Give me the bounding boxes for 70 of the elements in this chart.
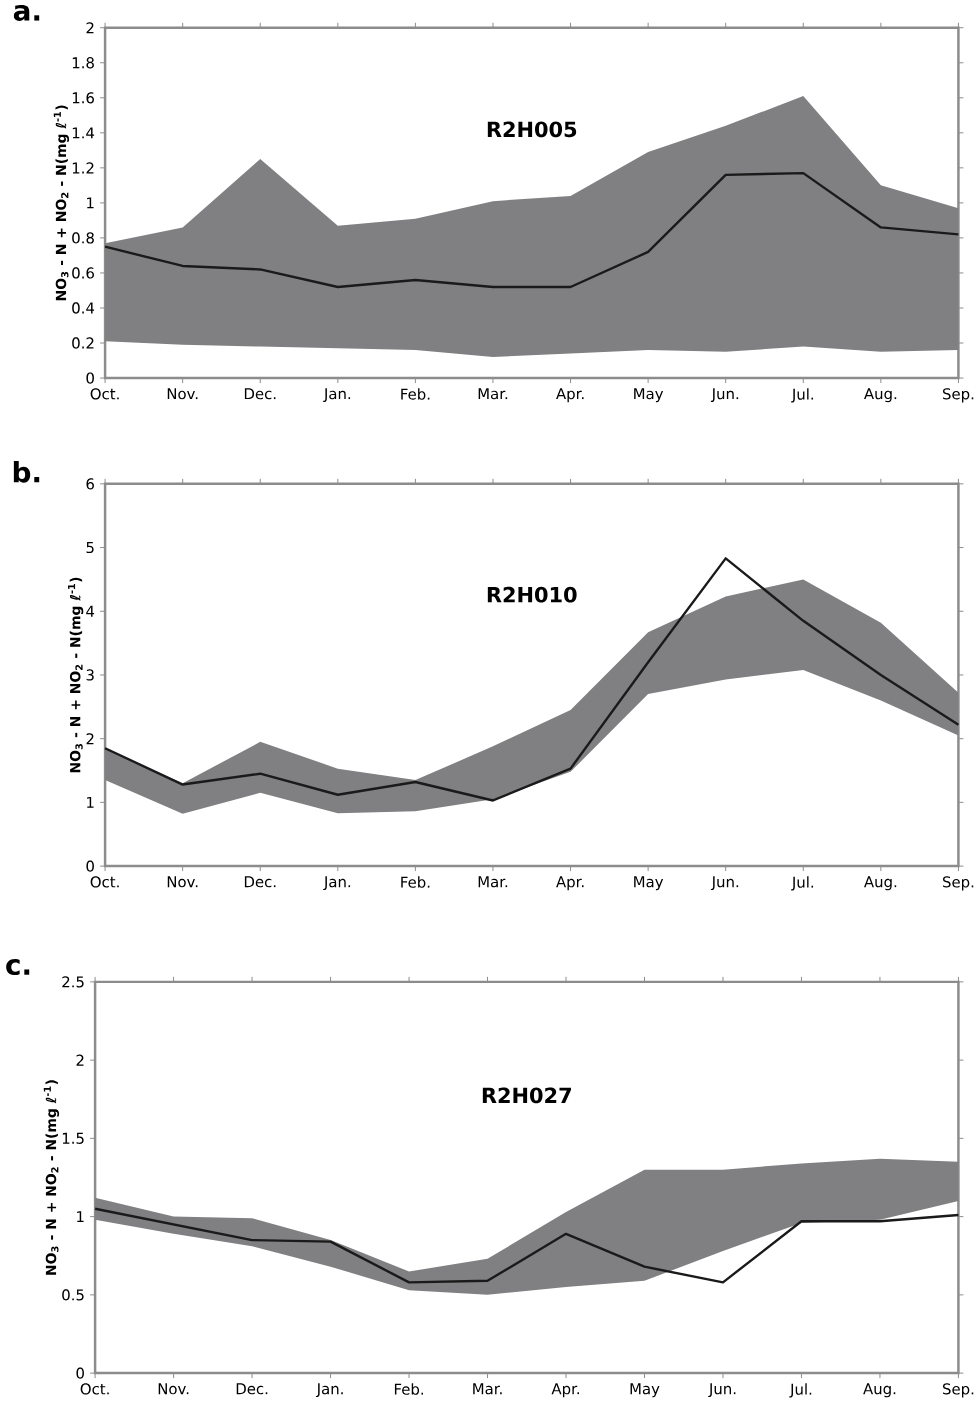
y-axis-title: NO$_{3}$ - N + NO$_{2}$ - N(mg ℓ$^{-1}$)	[43, 1080, 59, 1275]
x-tick-label: Mar.	[478, 388, 507, 400]
chart-title: b.	[13, 461, 40, 483]
y-tick-label: 1.5	[62, 1132, 84, 1144]
y-tick-label: 1	[86, 197, 94, 209]
y-tick-label: 0.5	[62, 1289, 84, 1301]
x-tick-label: Oct.	[90, 876, 119, 888]
x-tick-label: Apr.	[555, 876, 584, 891]
x-tick-label: Jun.	[710, 876, 738, 891]
y-tick-label: 0.6	[72, 267, 94, 279]
x-tick-label: Jan.	[315, 1383, 343, 1398]
y-tick-label: 2	[86, 733, 94, 745]
x-tick-label: Aug.	[863, 876, 897, 891]
y-tick-label: 0	[86, 860, 94, 872]
x-tick-label: Nov.	[167, 388, 198, 400]
annotation: R2H010	[487, 586, 577, 603]
x-tick-label: Jul.	[790, 876, 813, 891]
y-tick-label: 1	[76, 1211, 84, 1223]
annotation: R2H005	[487, 121, 576, 138]
y-tick-label: 3	[86, 669, 94, 681]
x-tick-label: Jan.	[323, 388, 350, 403]
x-tick-label: Feb.	[394, 1383, 423, 1395]
y-tick-label: 1	[86, 796, 94, 808]
annotation: R2H027	[482, 1087, 571, 1104]
y-tick-label: 1.8	[72, 57, 94, 69]
y-tick-label: 0.2	[72, 337, 94, 349]
y-tick-label: 0	[86, 372, 94, 384]
x-tick-label: May	[634, 876, 663, 891]
y-tick-label: 0	[76, 1367, 84, 1379]
x-tick-label: Jul.	[789, 1383, 812, 1398]
x-tick-label: Sep.	[942, 876, 974, 891]
x-tick-label: May	[634, 388, 663, 403]
y-tick-label: 0.4	[72, 302, 94, 314]
chart-title: c.	[6, 959, 30, 976]
x-tick-label: Nov.	[167, 876, 198, 888]
x-tick-label: Mar.	[473, 1383, 502, 1395]
y-axis-title: NO$_{3}$ - N + NO$_{2}$ - N(mg ℓ$^{-1}$)	[67, 577, 84, 773]
line-series	[103, 171, 960, 289]
y-tick-label: 2	[86, 22, 94, 34]
y-tick-label: 0.8	[72, 232, 94, 244]
y-tick-label: 1.2	[72, 162, 94, 174]
x-tick-label: May	[630, 1383, 660, 1398]
x-tick-label: Sep.	[942, 1383, 974, 1398]
x-tick-label: Jun.	[708, 1383, 736, 1398]
x-tick-label: Feb.	[401, 876, 430, 888]
y-tick-label: 4	[86, 605, 94, 617]
x-tick-label: Nov.	[158, 1383, 189, 1395]
y-tick-label: 1.4	[72, 127, 94, 139]
y-axis-title: NO$_{3}$ - N + NO$_{2}$ - N(mg ℓ$^{-1}$)	[53, 105, 69, 301]
x-tick-label: Oct.	[80, 1383, 109, 1395]
x-tick-label: Dec.	[244, 388, 276, 400]
y-tick-label: 2	[76, 1054, 84, 1066]
y-tick-label: 6	[86, 478, 94, 490]
chart-title: a.	[13, 4, 40, 21]
x-tick-label: Oct.	[90, 388, 119, 400]
x-tick-label: Apr.	[555, 388, 584, 403]
x-tick-label: Jun.	[710, 388, 738, 403]
x-tick-label: Apr.	[551, 1383, 579, 1398]
x-tick-label: Aug.	[863, 388, 897, 403]
y-tick-label: 1.6	[72, 92, 94, 104]
x-tick-label: Dec.	[244, 876, 276, 888]
x-tick-label: Mar.	[478, 876, 507, 888]
x-tick-label: Sep.	[942, 388, 974, 403]
x-tick-label: Jul.	[790, 388, 813, 403]
x-tick-label: Dec.	[236, 1383, 268, 1395]
x-tick-label: Feb.	[401, 388, 430, 400]
y-tick-label: 2.5	[62, 976, 84, 988]
y-tick-label: 5	[86, 542, 94, 554]
x-tick-label: Aug.	[862, 1383, 896, 1398]
x-tick-label: Jan.	[323, 876, 350, 891]
